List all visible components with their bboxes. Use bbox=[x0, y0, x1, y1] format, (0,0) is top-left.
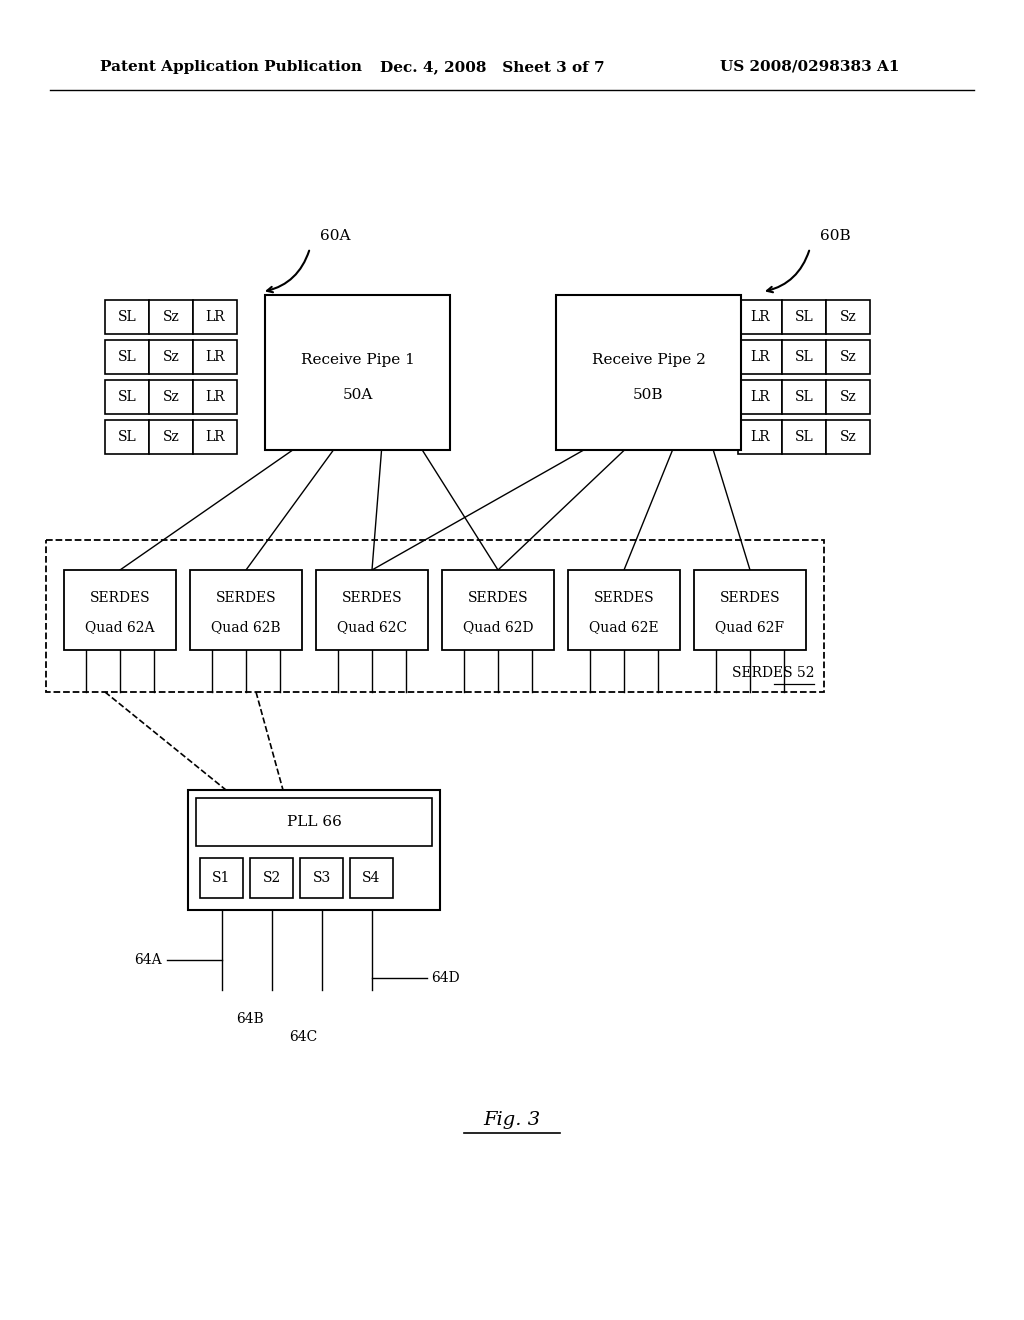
Text: S4: S4 bbox=[362, 871, 381, 884]
Text: LR: LR bbox=[751, 430, 770, 444]
Text: 64B: 64B bbox=[236, 1012, 263, 1026]
Bar bbox=[150, 380, 193, 414]
Bar bbox=[250, 858, 293, 898]
Text: SERDES: SERDES bbox=[342, 591, 402, 605]
Bar bbox=[200, 858, 243, 898]
Bar bbox=[694, 570, 806, 649]
Text: PLL 66: PLL 66 bbox=[287, 814, 341, 829]
Bar bbox=[782, 380, 826, 414]
Text: Quad 62C: Quad 62C bbox=[337, 620, 408, 634]
Text: LR: LR bbox=[751, 310, 770, 323]
Text: SERDES: SERDES bbox=[594, 591, 654, 605]
Bar bbox=[782, 341, 826, 374]
Bar bbox=[442, 570, 554, 649]
Text: Patent Application Publication: Patent Application Publication bbox=[100, 59, 362, 74]
Text: LR: LR bbox=[205, 430, 225, 444]
Text: 60A: 60A bbox=[319, 228, 350, 243]
Bar bbox=[105, 380, 150, 414]
Bar bbox=[316, 570, 428, 649]
Bar bbox=[738, 341, 782, 374]
Text: LR: LR bbox=[205, 310, 225, 323]
Bar bbox=[150, 341, 193, 374]
Text: SERDES: SERDES bbox=[90, 591, 151, 605]
Text: SL: SL bbox=[118, 389, 136, 404]
Text: LR: LR bbox=[205, 389, 225, 404]
Bar bbox=[46, 540, 824, 692]
Text: Quad 62F: Quad 62F bbox=[716, 620, 784, 634]
Bar bbox=[188, 789, 440, 909]
Bar bbox=[265, 294, 450, 450]
Text: 50B: 50B bbox=[633, 388, 664, 403]
Bar bbox=[350, 858, 393, 898]
Bar bbox=[556, 294, 741, 450]
Text: Receive Pipe 2: Receive Pipe 2 bbox=[592, 352, 706, 367]
Text: 64C: 64C bbox=[289, 1030, 317, 1044]
Bar bbox=[150, 300, 193, 334]
Text: Sz: Sz bbox=[840, 350, 856, 364]
Text: Quad 62A: Quad 62A bbox=[85, 620, 155, 634]
Bar bbox=[568, 570, 680, 649]
Text: 60B: 60B bbox=[820, 228, 851, 243]
Text: SL: SL bbox=[795, 350, 813, 364]
Text: SERDES: SERDES bbox=[468, 591, 528, 605]
Text: SL: SL bbox=[795, 389, 813, 404]
Text: SERDES: SERDES bbox=[720, 591, 780, 605]
Text: SERDES 52: SERDES 52 bbox=[731, 667, 814, 680]
Text: SL: SL bbox=[118, 310, 136, 323]
Bar bbox=[738, 420, 782, 454]
Text: Sz: Sz bbox=[840, 389, 856, 404]
Text: LR: LR bbox=[751, 389, 770, 404]
Bar bbox=[826, 300, 870, 334]
Bar bbox=[826, 341, 870, 374]
Text: Quad 62E: Quad 62E bbox=[589, 620, 658, 634]
Bar bbox=[105, 300, 150, 334]
Bar bbox=[300, 858, 343, 898]
Bar bbox=[826, 420, 870, 454]
Bar bbox=[193, 420, 237, 454]
Bar bbox=[105, 420, 150, 454]
Bar bbox=[826, 380, 870, 414]
Text: 64D: 64D bbox=[431, 972, 460, 985]
Bar bbox=[193, 380, 237, 414]
Bar bbox=[196, 799, 432, 846]
Bar bbox=[63, 570, 176, 649]
Bar bbox=[150, 420, 193, 454]
Text: Sz: Sz bbox=[163, 350, 179, 364]
Text: S1: S1 bbox=[212, 871, 230, 884]
Text: Sz: Sz bbox=[163, 430, 179, 444]
Text: Sz: Sz bbox=[840, 430, 856, 444]
Text: Quad 62D: Quad 62D bbox=[463, 620, 534, 634]
Bar bbox=[782, 300, 826, 334]
Text: LR: LR bbox=[205, 350, 225, 364]
Bar bbox=[193, 300, 237, 334]
Text: Sz: Sz bbox=[163, 310, 179, 323]
Text: S3: S3 bbox=[312, 871, 331, 884]
Text: Receive Pipe 1: Receive Pipe 1 bbox=[301, 352, 415, 367]
Text: S2: S2 bbox=[262, 871, 281, 884]
Text: SL: SL bbox=[118, 350, 136, 364]
Bar bbox=[738, 380, 782, 414]
Text: Quad 62B: Quad 62B bbox=[211, 620, 281, 634]
Text: SL: SL bbox=[795, 310, 813, 323]
Text: Dec. 4, 2008   Sheet 3 of 7: Dec. 4, 2008 Sheet 3 of 7 bbox=[380, 59, 604, 74]
Bar bbox=[193, 341, 237, 374]
Bar bbox=[738, 300, 782, 334]
Text: SL: SL bbox=[795, 430, 813, 444]
Text: LR: LR bbox=[751, 350, 770, 364]
Bar bbox=[105, 341, 150, 374]
Text: 64A: 64A bbox=[134, 953, 162, 968]
Text: Sz: Sz bbox=[840, 310, 856, 323]
Text: SL: SL bbox=[118, 430, 136, 444]
Bar bbox=[782, 420, 826, 454]
Text: Sz: Sz bbox=[163, 389, 179, 404]
Text: US 2008/0298383 A1: US 2008/0298383 A1 bbox=[720, 59, 899, 74]
Text: Fig. 3: Fig. 3 bbox=[483, 1111, 541, 1129]
Text: 50A: 50A bbox=[342, 388, 373, 403]
Text: SERDES: SERDES bbox=[216, 591, 276, 605]
Bar bbox=[190, 570, 302, 649]
